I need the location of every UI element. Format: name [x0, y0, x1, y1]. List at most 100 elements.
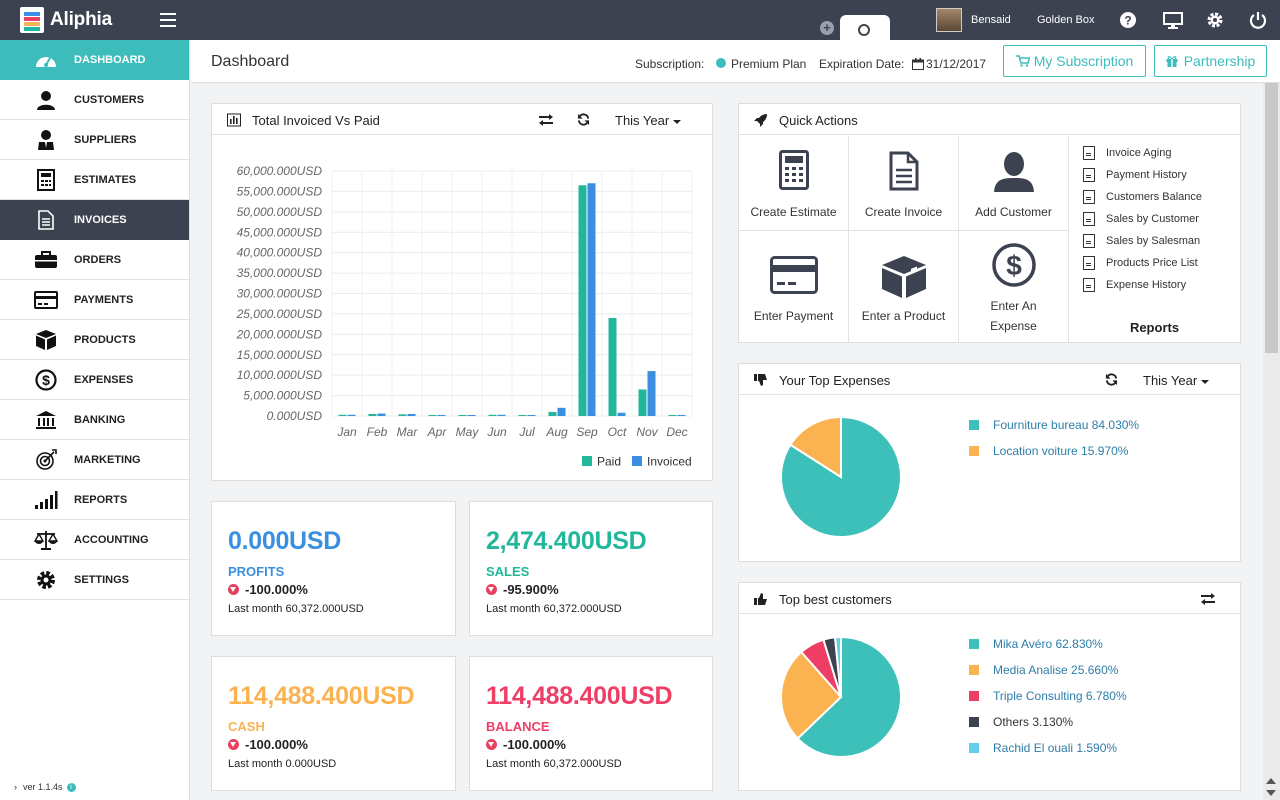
report-expense-history[interactable]: Expense History [1083, 278, 1186, 292]
caret-down-icon [1201, 379, 1210, 384]
x-tick-label: May [456, 425, 480, 439]
sidebar-item-suppliers[interactable]: SUPPLIERS [0, 120, 189, 160]
report-label: Sales by Salesman [1106, 235, 1201, 247]
x-tick-label: Nov [636, 425, 658, 439]
refresh-icon[interactable] [577, 113, 590, 126]
enter-payment-button[interactable]: Enter Payment [739, 231, 849, 343]
sidebar-item-accounting[interactable]: ACCOUNTING [0, 520, 189, 560]
sidebar-item-payments[interactable]: PAYMENTS [0, 280, 189, 320]
menu-toggle-icon[interactable] [160, 13, 176, 27]
action-label: Enter a Product [861, 309, 946, 323]
top-bar: Aliphia + Bensaid Golden Box ? [0, 0, 1280, 40]
sidebar-item-expenses[interactable]: $ EXPENSES [0, 360, 189, 400]
my-subscription-button[interactable]: My Subscription [1003, 45, 1146, 77]
document-icon [1083, 146, 1095, 160]
report-invoice-aging[interactable]: Invoice Aging [1083, 146, 1171, 160]
bar-invoiced [437, 415, 446, 416]
period-dropdown[interactable]: This Year [615, 113, 682, 128]
help-icon[interactable]: ? [1118, 10, 1138, 30]
page-scrollbar[interactable] [1263, 83, 1280, 800]
refresh-icon[interactable] [1105, 373, 1118, 386]
report-payment-history[interactable]: Payment History [1083, 168, 1187, 182]
sidebar-item-estimates[interactable]: ESTIMATES [0, 160, 189, 200]
stat-change: -100.000% [228, 737, 308, 752]
sidebar-item-label: ORDERS [74, 253, 122, 266]
create-invoice-button[interactable]: Create Invoice [849, 136, 959, 231]
partnership-button[interactable]: Partnership [1154, 45, 1267, 77]
document-icon [34, 209, 58, 231]
stat-value: 2,474.400USD [486, 527, 647, 555]
enter-product-button[interactable]: Enter a Product [849, 231, 959, 343]
report-products-price-list[interactable]: Products Price List [1083, 256, 1198, 270]
legend-label: Rachid El ouali 1.590% [993, 741, 1118, 755]
stat-value: 114,488.400USD [486, 682, 673, 710]
arrow-down-icon [228, 739, 239, 750]
y-tick-label: 40,000.000USD [237, 246, 323, 260]
tab-home[interactable] [840, 15, 890, 40]
sidebar-item-customers[interactable]: CUSTOMERS [0, 80, 189, 120]
bar-invoiced [497, 414, 506, 416]
sidebar-item-settings[interactable]: SETTINGS [0, 560, 189, 600]
cart-icon [1015, 55, 1030, 67]
y-tick-label: 30,000.000USD [237, 287, 323, 301]
circle-icon [858, 24, 870, 36]
power-icon[interactable] [1248, 10, 1268, 30]
sidebar-item-label: SUPPLIERS [74, 133, 137, 146]
enter-expense-button[interactable]: $ Enter An Expense [959, 231, 1069, 343]
add-customer-button[interactable]: Add Customer [959, 136, 1069, 231]
company-name[interactable]: Golden Box [1037, 14, 1095, 26]
profits-card: 0.000USD PROFITS -100.000% Last month 60… [211, 501, 456, 636]
bar-invoiced [467, 415, 476, 416]
user-icon [34, 89, 58, 111]
panel-title: Quick Actions [779, 113, 858, 128]
gear-icon [34, 569, 58, 591]
panel-title: Your Top Expenses [779, 373, 891, 388]
scale-icon [34, 529, 58, 551]
sidebar-item-dashboard[interactable]: DASHBOARD [0, 40, 189, 80]
sidebar-item-orders[interactable]: ORDERS [0, 240, 189, 280]
sidebar-item-marketing[interactable]: MARKETING [0, 440, 189, 480]
swap-icon[interactable] [539, 114, 553, 126]
create-estimate-button[interactable]: Create Estimate [739, 136, 849, 231]
period-dropdown[interactable]: This Year [1143, 373, 1210, 388]
legend-swatch [969, 639, 979, 649]
legend-label: Media Analise 25.660% [993, 663, 1119, 677]
user-name[interactable]: Bensaid [971, 14, 1011, 26]
reports-title[interactable]: Reports [1129, 320, 1180, 335]
bar-paid [608, 318, 617, 416]
y-tick-label: 50,000.000USD [237, 205, 323, 219]
panel-title: Top best customers [779, 592, 892, 607]
sidebar-item-label: REPORTS [74, 493, 128, 506]
report-customers-balance[interactable]: Customers Balance [1083, 190, 1202, 204]
sidebar-item-banking[interactable]: BANKING [0, 400, 189, 440]
caret-down-icon [673, 119, 682, 124]
report-sales-by-customer[interactable]: Sales by Customer [1083, 212, 1199, 226]
gear-icon[interactable] [1205, 10, 1225, 30]
info-icon[interactable]: i [66, 782, 76, 792]
x-tick-label: Dec [666, 425, 687, 439]
scroll-down-icon[interactable] [1266, 790, 1276, 796]
document-icon [1083, 278, 1095, 292]
invoiced-vs-paid-chart: 0.000USD 5,000.000USD 10,000.000USD 15,000.… [236, 164, 693, 469]
thumbs-down-icon [754, 374, 767, 386]
x-tick-label: Jan [336, 425, 357, 439]
monitor-icon[interactable] [1163, 10, 1183, 30]
quick-actions-panel: Quick Actions Create Estimate Create Inv… [738, 103, 1241, 343]
swap-icon[interactable] [1201, 593, 1215, 605]
x-tick-label: Jul [518, 425, 535, 439]
svg-text:$: $ [1006, 250, 1022, 281]
add-tab-icon[interactable]: + [820, 21, 834, 35]
avatar[interactable] [936, 8, 962, 32]
scrollbar-thumb[interactable] [1265, 83, 1278, 353]
sidebar-item-reports[interactable]: REPORTS [0, 480, 189, 520]
app-title: Aliphia [50, 9, 112, 30]
chevron-right-icon[interactable]: › [14, 782, 17, 792]
x-tick-label: Apr [427, 425, 448, 439]
app-logo[interactable]: Aliphia [20, 7, 112, 33]
sidebar-item-products[interactable]: PRODUCTS [0, 320, 189, 360]
report-label: Invoice Aging [1106, 147, 1172, 159]
scroll-up-icon[interactable] [1266, 778, 1276, 784]
report-sales-by-salesman[interactable]: Sales by Salesman [1083, 234, 1200, 248]
report-label: Payment History [1106, 169, 1187, 181]
sidebar-item-invoices[interactable]: INVOICES [0, 200, 189, 240]
